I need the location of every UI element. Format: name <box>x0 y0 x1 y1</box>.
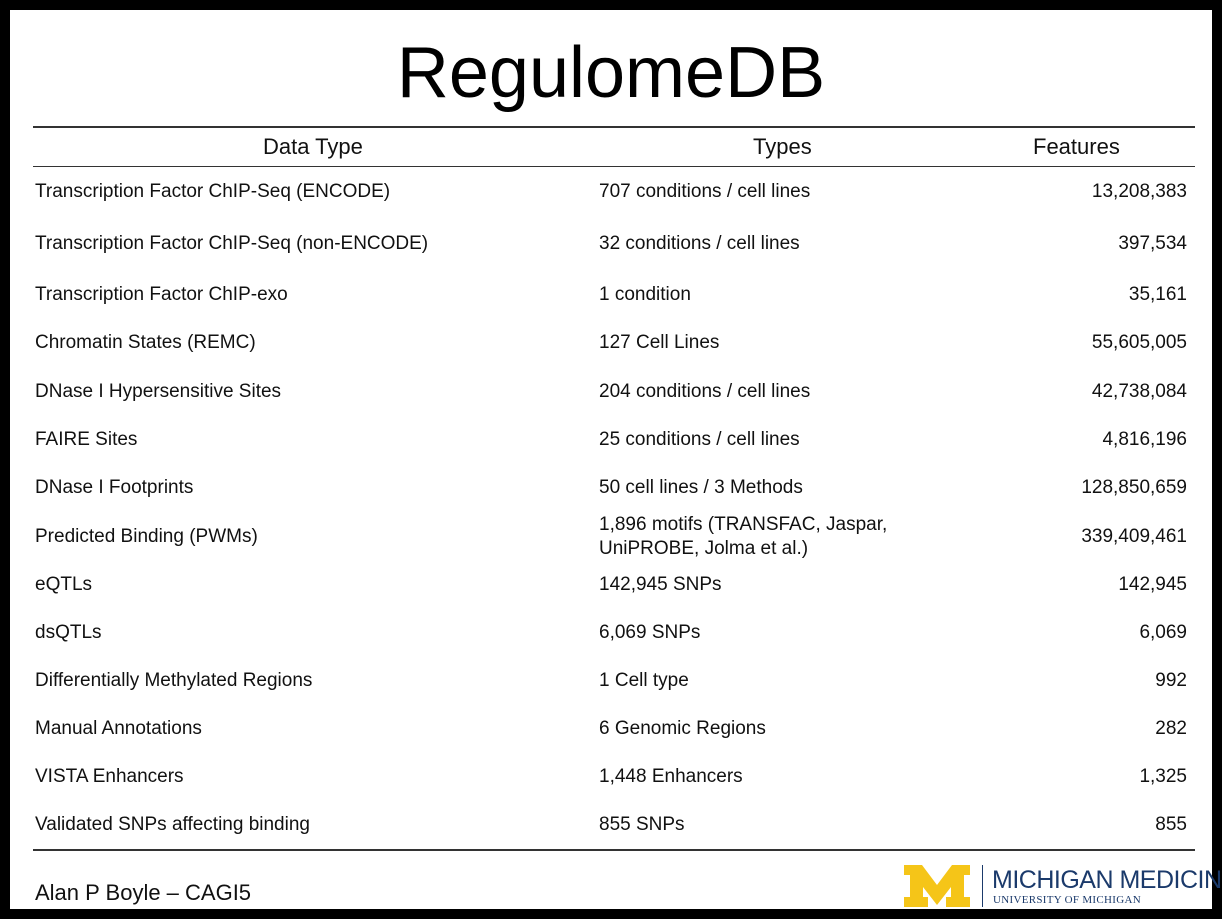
data-type-cell: dsQTLs <box>35 622 102 643</box>
features-cell: 855 <box>1155 814 1187 835</box>
logo-mark <box>904 865 970 907</box>
types-cell: 127 Cell Lines <box>599 332 720 353</box>
logo-subtitle: UNIVERSITY OF MICHIGAN <box>993 894 1141 906</box>
data-type-cell: FAIRE Sites <box>35 429 138 450</box>
features-cell: 339,409,461 <box>1081 526 1187 547</box>
data-type-cell: Predicted Binding (PWMs) <box>35 526 258 547</box>
features-cell: 1,325 <box>1139 766 1187 787</box>
header-rule <box>33 166 1195 167</box>
slide-title: RegulomeDB <box>396 33 826 113</box>
slide: RegulomeDB Data Type Types Features Tran… <box>10 10 1222 909</box>
logo-divider <box>982 865 983 907</box>
data-type-cell: Manual Annotations <box>35 718 202 739</box>
logo-name: MICHIGAN MEDICINE <box>992 866 1222 894</box>
types-cell: 6,069 SNPs <box>599 622 701 643</box>
features-cell: 282 <box>1155 718 1187 739</box>
types-cell: 1,896 motifs (TRANSFAC, Jaspar, UniPROBE… <box>599 514 888 559</box>
types-cell: 1 condition <box>599 284 691 305</box>
column-header: Data Type <box>263 134 363 159</box>
table-bottom-rule <box>33 849 1195 851</box>
types-cell: 32 conditions / cell lines <box>599 233 800 254</box>
data-type-cell: Transcription Factor ChIP-exo <box>35 284 288 305</box>
features-cell: 6,069 <box>1139 622 1187 643</box>
features-cell: 13,208,383 <box>1091 181 1187 202</box>
data-type-cell: Transcription Factor ChIP-Seq (ENCODE) <box>35 181 391 202</box>
types-cell: 25 conditions / cell lines <box>599 429 800 450</box>
types-cell: 142,945 SNPs <box>599 574 722 595</box>
footer-text: Alan P Boyle – CAGI5 <box>35 880 252 905</box>
types-cell: 6 Genomic Regions <box>599 718 766 739</box>
types-cell: 1,448 Enhancers <box>599 766 743 787</box>
features-cell: 128,850,659 <box>1081 477 1187 498</box>
data-type-cell: DNase I Footprints <box>35 477 194 498</box>
block-m <box>904 865 970 907</box>
column-header: Features <box>1033 134 1120 159</box>
data-type-cell: VISTA Enhancers <box>35 766 184 787</box>
types-cell: 50 cell lines / 3 Methods <box>599 477 803 498</box>
column-header: Types <box>753 134 812 159</box>
data-type-cell: Differentially Methylated Regions <box>35 670 313 691</box>
features-cell: 397,534 <box>1118 233 1187 254</box>
types-cell: 1 Cell type <box>599 670 689 691</box>
features-cell: 55,605,005 <box>1091 332 1187 353</box>
features-cell: 992 <box>1155 670 1187 691</box>
types-cell: 204 conditions / cell lines <box>599 381 811 402</box>
features-cell: 42,738,084 <box>1091 381 1187 402</box>
data-type-cell: Transcription Factor ChIP-Seq (non-ENCOD… <box>35 233 429 254</box>
data-type-cell: DNase I Hypersensitive Sites <box>35 381 282 402</box>
data-type-cell: Validated SNPs affecting binding <box>35 814 310 835</box>
features-cell: 35,161 <box>1128 284 1187 305</box>
types-cell: 855 SNPs <box>599 814 685 835</box>
data-type-cell: Chromatin States (REMC) <box>35 332 256 353</box>
types-cell: 707 conditions / cell lines <box>599 181 811 202</box>
features-cell: 142,945 <box>1118 574 1187 595</box>
data-type-cell: eQTLs <box>35 574 93 595</box>
features-cell: 4,816,196 <box>1102 429 1187 450</box>
table-top-rule <box>33 126 1195 128</box>
